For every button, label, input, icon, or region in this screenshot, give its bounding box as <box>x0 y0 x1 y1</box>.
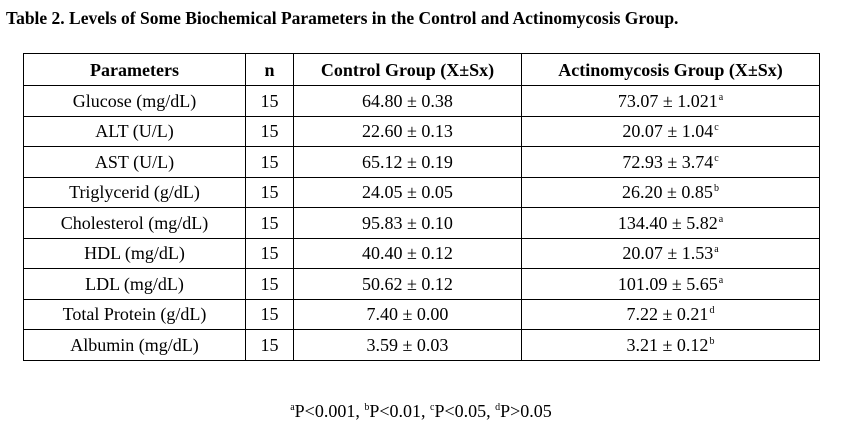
control-value-cell: 22.60 ± 0.13 <box>293 115 522 147</box>
significance-mark: c <box>714 152 719 164</box>
actinomycosis-value: 101.09 ± 5.65 <box>617 273 718 294</box>
parameter-cell: AST (U/L) <box>23 146 246 178</box>
footnote-mark: a <box>290 402 295 413</box>
footnote-mark: b <box>364 402 370 413</box>
n-cell: 15 <box>245 329 294 361</box>
n-cell: 15 <box>245 237 294 269</box>
header-control-group: Control Group (X±Sx) <box>293 53 522 86</box>
actinomycosis-value: 73.07 ± 1.021 <box>617 90 718 111</box>
control-value-cell: 40.40 ± 0.12 <box>293 237 522 269</box>
control-value-cell: 50.62 ± 0.12 <box>293 268 522 300</box>
actinomycosis-value-cell: 3.21 ± 0.12b <box>521 329 820 361</box>
control-value-cell: 65.12 ± 0.19 <box>293 146 522 178</box>
actinomycosis-value-cell: 73.07 ± 1.021a <box>521 85 820 117</box>
parameter-cell: Albumin (mg/dL) <box>23 329 246 361</box>
actinomycosis-value-cell: 101.09 ± 5.65a <box>521 268 820 300</box>
significance-footnote: aP<0.001, bP<0.01, cP<0.05, dP>0.05 <box>0 401 842 422</box>
parameter-cell: Triglycerid (g/dL) <box>23 176 246 208</box>
n-cell: 15 <box>245 146 294 178</box>
table-row: AST (U/L) 15 65.12 ± 0.19 72.93 ± 3.74c <box>23 146 820 178</box>
significance-mark: c <box>714 122 719 134</box>
actinomycosis-value: 20.07 ± 1.04 <box>622 121 714 142</box>
actinomycosis-value: 7.22 ± 0.21 <box>626 304 709 325</box>
footnote-text: P>0.05 <box>500 401 552 421</box>
parameter-cell: Glucose (mg/dL) <box>23 85 246 117</box>
header-actinomycosis-group: Actinomycosis Group (X±Sx) <box>521 53 820 86</box>
n-cell: 15 <box>245 176 294 208</box>
footnote-mark: c <box>430 402 435 413</box>
significance-mark: a <box>718 213 724 225</box>
actinomycosis-value-cell: 72.93 ± 3.74c <box>521 146 820 178</box>
significance-mark: a <box>718 274 724 286</box>
table-row: ALT (U/L) 15 22.60 ± 0.13 20.07 ± 1.04c <box>23 115 820 147</box>
footnote-text: P<0.01, <box>369 401 430 421</box>
actinomycosis-value-cell: 20.07 ± 1.53a <box>521 237 820 269</box>
footnote-mark: d <box>495 402 501 413</box>
parameter-cell: HDL (mg/dL) <box>23 237 246 269</box>
actinomycosis-value: 134.40 ± 5.82 <box>617 212 718 233</box>
actinomycosis-value-cell: 134.40 ± 5.82a <box>521 207 820 239</box>
table-row: Cholesterol (mg/dL) 15 95.83 ± 0.10 134.40 … <box>23 207 820 239</box>
n-cell: 15 <box>245 298 294 330</box>
actinomycosis-value-cell: 26.20 ± 0.85b <box>521 176 820 208</box>
parameter-cell: Total Protein (g/dL) <box>23 298 246 330</box>
n-cell: 15 <box>245 207 294 239</box>
table-row: LDL (mg/dL) 15 50.62 ± 0.12 101.09 ± 5.65a <box>23 268 820 300</box>
significance-mark: a <box>714 244 719 256</box>
parameter-cell: Cholesterol (mg/dL) <box>23 207 246 239</box>
header-row: Parameters n Control Group (X±Sx) Actino… <box>23 53 820 86</box>
biochemical-parameters-table: Parameters n Control Group (X±Sx) Actino… <box>23 53 820 361</box>
table-row: Albumin (mg/dL) 15 3.59 ± 0.03 3.21 ± 0.12b <box>23 329 820 361</box>
header-parameters: Parameters <box>23 53 246 86</box>
actinomycosis-value-cell: 20.07 ± 1.04c <box>521 115 820 147</box>
control-value-cell: 7.40 ± 0.00 <box>293 298 522 330</box>
significance-mark: a <box>718 91 724 103</box>
parameter-cell: ALT (U/L) <box>23 115 246 147</box>
control-value-cell: 95.83 ± 0.10 <box>293 207 522 239</box>
parameter-cell: LDL (mg/dL) <box>23 268 246 300</box>
footnote-text: P<0.05, <box>434 401 496 421</box>
control-value-cell: 64.80 ± 0.38 <box>293 85 522 117</box>
actinomycosis-value: 20.07 ± 1.53 <box>622 243 714 264</box>
table-row: Total Protein (g/dL) 15 7.40 ± 0.00 7.22 ± … <box>23 298 820 330</box>
control-value-cell: 3.59 ± 0.03 <box>293 329 522 361</box>
table-title: Table 2. Levels of Some Biochemical Para… <box>6 8 679 28</box>
n-cell: 15 <box>245 115 294 147</box>
actinomycosis-value: 3.21 ± 0.12 <box>626 334 709 355</box>
actinomycosis-value: 72.93 ± 3.74 <box>622 151 714 172</box>
control-value-cell: 24.05 ± 0.05 <box>293 176 522 208</box>
footnote-text: P<0.001, <box>294 401 365 421</box>
significance-mark: d <box>709 305 715 317</box>
header-n: n <box>245 53 294 86</box>
actinomycosis-value-cell: 7.22 ± 0.21d <box>521 298 820 330</box>
n-cell: 15 <box>245 85 294 117</box>
n-cell: 15 <box>245 268 294 300</box>
table-row: Glucose (mg/dL) 15 64.80 ± 0.38 73.07 ± 1.0… <box>23 85 820 117</box>
significance-mark: b <box>709 335 715 347</box>
table-row: Triglycerid (g/dL) 15 24.05 ± 0.05 26.20 ± … <box>23 176 820 208</box>
significance-mark: b <box>713 183 719 195</box>
actinomycosis-value: 26.20 ± 0.85 <box>622 182 713 203</box>
table-body: Glucose (mg/dL) 15 64.80 ± 0.38 73.07 ± 1.0… <box>23 85 820 361</box>
table-row: HDL (mg/dL) 15 40.40 ± 0.12 20.07 ± 1.53a <box>23 237 820 269</box>
